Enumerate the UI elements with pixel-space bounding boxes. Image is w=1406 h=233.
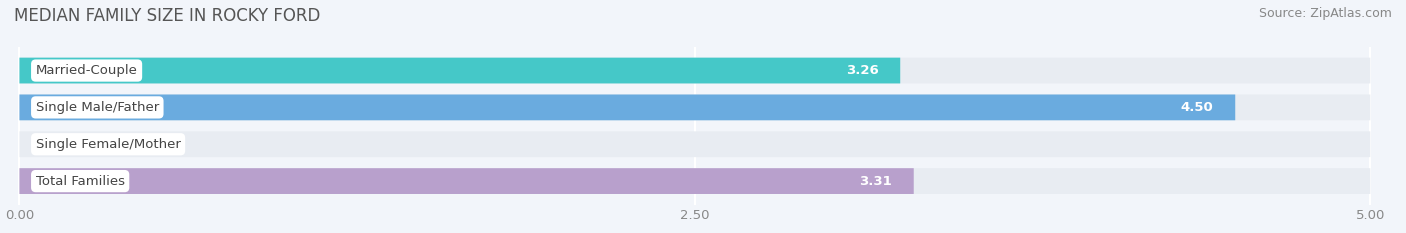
Text: Source: ZipAtlas.com: Source: ZipAtlas.com xyxy=(1258,7,1392,20)
FancyBboxPatch shape xyxy=(20,95,1371,120)
Text: 4.50: 4.50 xyxy=(1181,101,1213,114)
FancyBboxPatch shape xyxy=(20,58,1371,83)
Text: 3.26: 3.26 xyxy=(846,64,879,77)
FancyBboxPatch shape xyxy=(20,168,1371,194)
Text: MEDIAN FAMILY SIZE IN ROCKY FORD: MEDIAN FAMILY SIZE IN ROCKY FORD xyxy=(14,7,321,25)
FancyBboxPatch shape xyxy=(20,58,900,83)
FancyBboxPatch shape xyxy=(20,168,914,194)
FancyBboxPatch shape xyxy=(20,131,1371,157)
Text: Single Male/Father: Single Male/Father xyxy=(35,101,159,114)
Text: Total Families: Total Families xyxy=(35,175,125,188)
Text: 3.31: 3.31 xyxy=(859,175,893,188)
Text: Single Female/Mother: Single Female/Mother xyxy=(35,138,180,151)
Text: 0.00: 0.00 xyxy=(79,138,111,151)
FancyBboxPatch shape xyxy=(20,95,1236,120)
Text: Married-Couple: Married-Couple xyxy=(35,64,138,77)
